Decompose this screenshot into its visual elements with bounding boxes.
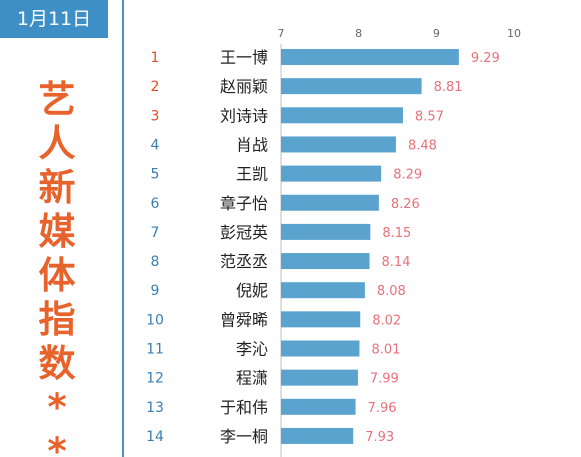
value-label: 8.14 [382, 255, 411, 270]
rank-label: 4 [151, 137, 160, 153]
value-label: 8.29 [393, 168, 422, 183]
value-label: 7.96 [368, 401, 397, 416]
value-label: 8.57 [415, 109, 444, 124]
category-label: 于和伟 [220, 398, 268, 417]
chart-side-title: 艺人新媒体指数 * * [34, 78, 80, 457]
value-label: 8.26 [391, 197, 420, 212]
data-bar [281, 78, 422, 95]
value-label: 8.01 [371, 343, 400, 358]
data-bar [281, 49, 459, 65]
data-bar [281, 165, 382, 182]
data-bar [281, 427, 354, 444]
panel-divider [122, 0, 124, 457]
title-char: 人 [38, 122, 76, 165]
title-char: 体 [38, 254, 76, 297]
data-bar [281, 194, 379, 211]
x-tick-label: 10 [507, 27, 521, 40]
x-tick-label: 9 [433, 27, 440, 40]
rank-label: 8 [151, 254, 160, 270]
data-bar [281, 223, 371, 240]
data-bar [281, 398, 356, 415]
title-char: * [47, 386, 67, 429]
value-label: 8.02 [372, 313, 401, 328]
category-label: 王凯 [236, 165, 268, 184]
rank-label: 9 [151, 283, 160, 299]
date-badge: 1月11日 [0, 0, 108, 38]
category-label: 程潇 [236, 369, 268, 388]
x-tick-label: 8 [355, 27, 362, 40]
data-bar [281, 282, 365, 299]
title-char: 媒 [38, 210, 76, 253]
rank-label: 12 [146, 371, 164, 387]
value-label: 7.99 [370, 372, 399, 387]
value-label: 7.93 [365, 430, 394, 445]
title-char: * [47, 430, 67, 457]
data-bar [281, 107, 403, 124]
data-bar [281, 136, 396, 153]
data-bar [281, 340, 360, 357]
rank-label: 10 [146, 312, 164, 328]
rank-label: 11 [146, 342, 164, 358]
data-bar [281, 369, 358, 386]
value-label: 8.15 [382, 226, 411, 241]
category-label: 赵丽颖 [220, 77, 268, 96]
rank-label: 3 [151, 108, 160, 124]
category-label: 章子怡 [220, 194, 268, 213]
rank-label: 7 [151, 225, 160, 241]
x-tick-label: 7 [278, 27, 285, 40]
title-char: 艺 [38, 78, 76, 121]
title-char: 数 [38, 342, 76, 385]
category-label: 倪妮 [236, 281, 268, 300]
value-label: 8.48 [408, 138, 437, 153]
category-label: 李沁 [236, 340, 268, 359]
category-label: 范丞丞 [220, 252, 268, 271]
rank-label: 6 [151, 196, 160, 212]
category-label: 肖战 [236, 135, 268, 154]
value-label: 8.08 [377, 284, 406, 299]
category-label: 彭冠英 [220, 223, 268, 242]
value-label: 9.29 [471, 51, 500, 66]
rank-label: 2 [151, 79, 160, 95]
rank-label: 1 [151, 50, 160, 66]
data-bar [281, 253, 370, 270]
title-char: 指 [38, 298, 76, 341]
rank-label: 14 [146, 429, 164, 445]
title-char: 新 [38, 166, 76, 209]
category-label: 李一桐 [220, 427, 268, 446]
category-label: 曾舜晞 [220, 310, 268, 329]
rank-label: 5 [151, 167, 160, 183]
value-label: 8.81 [434, 80, 463, 95]
rank-label: 13 [146, 400, 164, 416]
category-label: 王一博 [220, 48, 268, 67]
category-label: 刘诗诗 [220, 106, 268, 125]
data-bar [281, 311, 361, 328]
